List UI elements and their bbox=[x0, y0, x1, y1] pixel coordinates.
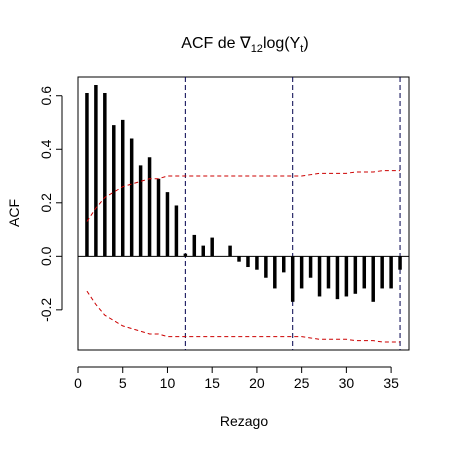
title-prefix: ACF de bbox=[181, 35, 240, 52]
x-axis: 0 5 10 15 20 25 30 35 bbox=[74, 366, 399, 391]
x-tick-label-15: 15 bbox=[204, 375, 220, 391]
y-tick-label-1: 0.0 bbox=[38, 246, 54, 266]
plot-frame bbox=[77, 76, 410, 351]
y-tick-label-2: 0.2 bbox=[38, 193, 54, 213]
x-tick-label-20: 20 bbox=[249, 375, 265, 391]
y-tick-label-4: 0.6 bbox=[38, 86, 54, 106]
x-tick-label-0: 0 bbox=[74, 375, 82, 391]
x-tick-label-5: 5 bbox=[119, 375, 127, 391]
title-suffix: ) bbox=[303, 35, 308, 52]
y-tick-label-0: -0.2 bbox=[38, 298, 54, 322]
lower-confidence-bound bbox=[86, 290, 401, 343]
upper-confidence-bound bbox=[86, 170, 401, 222]
x-tick-label-35: 35 bbox=[383, 375, 399, 391]
y-axis: -0.2 0.0 0.2 0.4 0.6 bbox=[38, 86, 63, 322]
chart-title: ACF de ∇12log(Yt) bbox=[181, 35, 308, 55]
seasonal-lines bbox=[184, 77, 401, 350]
title-subscript: 12 bbox=[251, 43, 263, 55]
acf-bars bbox=[85, 85, 402, 302]
y-tick-label-3: 0.4 bbox=[38, 139, 54, 159]
title-func: log(Y bbox=[263, 35, 301, 52]
title-inner-subscript: t bbox=[300, 43, 303, 55]
title-nabla-symbol: ∇ bbox=[239, 35, 251, 52]
x-tick-label-25: 25 bbox=[294, 375, 310, 391]
x-tick-label-30: 30 bbox=[339, 375, 355, 391]
y-axis-label: ACF bbox=[6, 199, 22, 227]
x-tick-label-10: 10 bbox=[160, 375, 176, 391]
x-axis-label: Rezago bbox=[220, 413, 268, 429]
